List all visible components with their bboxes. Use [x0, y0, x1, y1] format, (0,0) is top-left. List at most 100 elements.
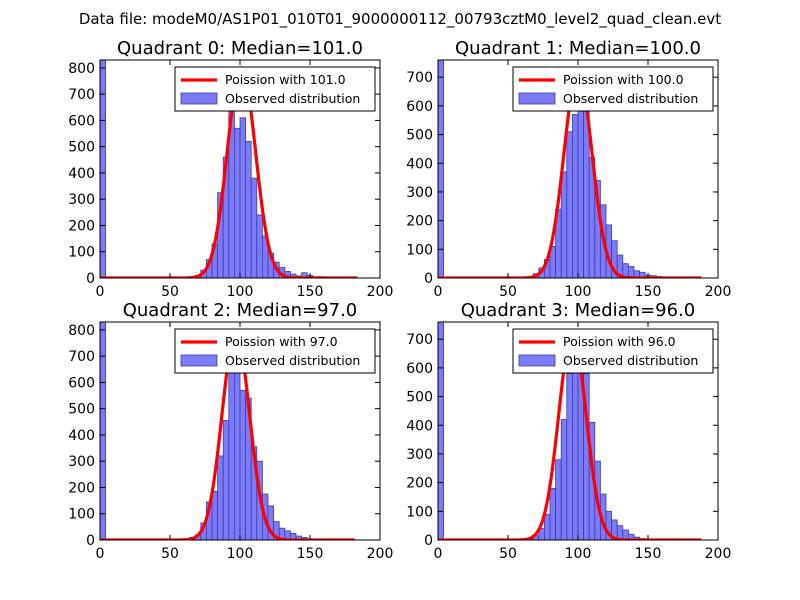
x-tick-label: 100 [227, 546, 254, 562]
y-tick-label: 500 [68, 402, 95, 418]
subplot-quadrant-1: Quadrant 1: Median=100.0 0 50 100 150 200 0 100… [406, 38, 731, 300]
histogram-bar [222, 420, 230, 540]
legend-hist-label: Observed distribution [563, 91, 698, 106]
legend-hist-swatch [180, 92, 218, 105]
histogram-bar [572, 114, 579, 278]
legend-fit-label: Poission with 100.0 [563, 72, 684, 87]
x-tick-label: 100 [565, 284, 592, 300]
subplot-title: Quadrant 1: Median=100.0 [455, 38, 701, 59]
y-tick-label: 400 [68, 166, 95, 182]
histogram-bar [256, 214, 263, 278]
subplot-quadrant-3: Quadrant 3: Median=96.0 0 50 100 150 200 0 100 2… [406, 300, 731, 562]
x-tick-label: 0 [434, 546, 443, 562]
y-tick-label: 200 [68, 480, 95, 496]
legend-fit-label: Poission with 96.0 [563, 334, 676, 349]
y-tick-label: 100 [406, 242, 433, 258]
y-tick-label: 600 [406, 99, 433, 115]
histogram-bar [544, 513, 551, 540]
y-tick-label: 100 [68, 507, 95, 523]
legend-hist-label: Observed distribution [225, 353, 360, 368]
x-tick-label: 0 [434, 284, 443, 300]
legend-hist-label: Observed distribution [225, 91, 360, 106]
x-tick-label: 150 [297, 546, 324, 562]
y-tick-label: 400 [68, 428, 95, 444]
x-tick-label: 0 [96, 284, 105, 300]
y-tick-label: 0 [86, 271, 95, 287]
x-tick-label: 150 [635, 546, 662, 562]
y-tick-label: 700 [68, 349, 95, 365]
x-tick-label: 150 [635, 284, 662, 300]
legend-fit-label: Poission with 101.0 [225, 72, 346, 87]
x-tick-label: 100 [227, 284, 254, 300]
y-tick-label: 700 [68, 87, 95, 103]
y-tick-label: 800 [68, 323, 95, 339]
y-tick-label: 600 [406, 361, 433, 377]
x-tick-label: 200 [367, 284, 394, 300]
legend-hist-swatch [180, 354, 218, 367]
y-tick-label: 0 [424, 533, 433, 549]
histogram-bar [217, 455, 224, 540]
legend-hist-label: Observed distribution [563, 353, 698, 368]
histogram-bar [239, 117, 246, 278]
y-tick-label: 400 [406, 418, 433, 434]
figure-title: Data file: modeM0/AS1P01_010T01_90000001… [79, 10, 721, 29]
histogram-bar [438, 60, 444, 278]
histogram-bar [233, 127, 241, 278]
legend-fit-label: Poission with 97.0 [225, 334, 338, 349]
subplot-title: Quadrant 3: Median=96.0 [461, 300, 696, 321]
histogram-bar [100, 60, 106, 278]
y-tick-label: 100 [406, 504, 433, 520]
y-tick-label: 300 [406, 185, 433, 201]
y-tick-label: 500 [68, 140, 95, 156]
x-tick-label: 50 [499, 284, 517, 300]
histogram-bar [100, 322, 106, 540]
y-tick-label: 0 [424, 271, 433, 287]
x-tick-label: 100 [565, 546, 592, 562]
y-tick-label: 700 [406, 70, 433, 86]
histogram-bar [211, 491, 218, 540]
histogram-bar [566, 131, 573, 278]
legend: Poission with 96.0 Observed distribution [512, 328, 714, 374]
x-tick-label: 150 [297, 284, 324, 300]
subplot-quadrant-0: Quadrant 0: Median=101.0 0 50 100 150 200 0 100… [68, 38, 393, 300]
y-tick-label: 200 [68, 218, 95, 234]
subplot-title: Quadrant 2: Median=97.0 [123, 300, 358, 321]
y-tick-label: 800 [68, 61, 95, 77]
histogram-bar [577, 88, 584, 278]
histogram-bars [100, 60, 342, 278]
y-tick-label: 400 [406, 156, 433, 172]
x-tick-label: 200 [367, 546, 394, 562]
y-tick-label: 200 [406, 476, 433, 492]
x-tick-label: 0 [96, 546, 105, 562]
y-tick-label: 300 [68, 192, 95, 208]
histogram-bar [555, 459, 562, 540]
poisson-fit-line [100, 66, 358, 278]
histogram-bar [560, 419, 568, 540]
y-tick-label: 300 [68, 454, 95, 470]
histogram-bar [250, 177, 258, 278]
histogram-bar [245, 141, 252, 278]
y-tick-label: 0 [86, 533, 95, 549]
histogram-bar [233, 364, 241, 540]
histogram-bar [438, 322, 444, 540]
x-tick-label: 50 [161, 546, 179, 562]
legend: Poission with 97.0 Observed distribution [174, 328, 376, 374]
histogram-bar [239, 389, 246, 540]
y-tick-label: 600 [68, 113, 95, 129]
subplot-quadrant-2: Quadrant 2: Median=97.0 0 50 100 150 200 0 100 2… [68, 300, 393, 562]
y-tick-label: 700 [406, 332, 433, 348]
legend-hist-swatch [518, 354, 556, 367]
y-tick-label: 100 [68, 245, 95, 261]
y-tick-label: 600 [68, 375, 95, 391]
subplot-title: Quadrant 0: Median=101.0 [117, 38, 363, 59]
x-tick-label: 200 [705, 546, 732, 562]
histogram-bar [566, 373, 573, 540]
x-tick-label: 50 [161, 284, 179, 300]
y-tick-label: 500 [406, 390, 433, 406]
legend-hist-swatch [518, 92, 556, 105]
x-tick-label: 50 [499, 546, 517, 562]
legend: Poission with 101.0 Observed distribution [174, 66, 376, 112]
histogram-bar [560, 171, 568, 278]
y-tick-label: 200 [406, 214, 433, 230]
